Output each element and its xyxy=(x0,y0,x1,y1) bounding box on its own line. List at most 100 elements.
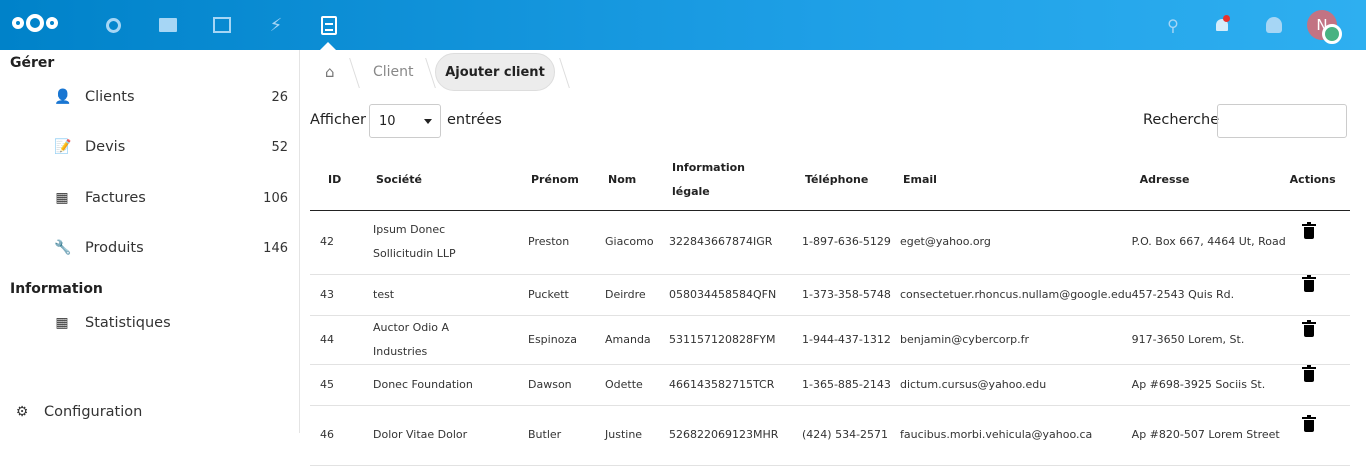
home-icon[interactable]: ⌂ xyxy=(325,63,335,81)
quote-icon: 📝 xyxy=(54,139,72,155)
col-prenom[interactable]: Prénom xyxy=(523,150,600,211)
table-cell: 1-944-437-1312 xyxy=(797,315,895,365)
table-cell: Dolor Vitae Dolor xyxy=(368,405,523,466)
gear-icon: ⚙ xyxy=(15,404,29,420)
main-content: ⌂ Client Ajouter client Afficher 10 entr… xyxy=(301,50,1366,466)
entries-label: entrées xyxy=(447,112,502,128)
table-row[interactable]: 45 Donec Foundation Dawson Odette 4661435827… xyxy=(310,364,1350,406)
table-cell: Butler xyxy=(523,405,600,466)
section-manage: Gérer xyxy=(10,55,55,71)
table-cell: 42 xyxy=(310,210,368,275)
table-cell: Puckett xyxy=(523,274,600,316)
breadcrumb-current[interactable]: Ajouter client xyxy=(435,53,555,91)
actions-cell xyxy=(1289,274,1350,316)
table-cell: Preston xyxy=(523,210,600,275)
activity-icon[interactable]: ⚡ xyxy=(269,14,283,36)
table-row[interactable]: 43 test Puckett Deirdre 058034458584QFN 1-373… xyxy=(310,274,1350,316)
active-app-indicator xyxy=(320,42,336,50)
search-input[interactable] xyxy=(1217,104,1347,138)
files-icon[interactable] xyxy=(156,13,180,37)
table-cell: consectetuer.rhoncus.nullam@google.edu xyxy=(895,274,1132,316)
section-information: Information xyxy=(10,281,103,297)
col-email[interactable]: Email xyxy=(895,150,1132,211)
table-cell: 43 xyxy=(310,274,368,316)
trash-icon[interactable] xyxy=(1301,222,1316,239)
table-cell: 45 xyxy=(310,364,368,406)
table-cell: 1-373-358-5748 xyxy=(797,274,895,316)
grid-icon: ▦ xyxy=(55,315,69,331)
breadcrumb-separator xyxy=(416,58,436,88)
search-label: Recherche xyxy=(1143,112,1220,128)
table-cell: Odette xyxy=(600,364,664,406)
top-bar: ⚡ ⚲ N xyxy=(0,0,1366,50)
col-info-legale[interactable]: Information légale xyxy=(664,150,797,211)
table-cell: (424) 534-2571 xyxy=(797,405,895,466)
contacts-icon[interactable] xyxy=(1262,13,1286,37)
table-cell: 46 xyxy=(310,405,368,466)
table-cell: Deirdre xyxy=(600,274,664,316)
table-cell: 466143582715TCR xyxy=(664,364,797,406)
clients-icon: 👤 xyxy=(54,89,72,105)
show-label: Afficher xyxy=(310,112,366,128)
table-row[interactable]: 46 Dolor Vitae Dolor Butler Justine 52682206… xyxy=(310,405,1350,466)
breadcrumb-client[interactable]: Client xyxy=(373,64,414,80)
table-row[interactable]: 44 Auctor Odio A Industries Espinoza Amanda… xyxy=(310,315,1350,365)
table-cell: 322843667874IGR xyxy=(664,210,797,275)
crm-icon[interactable] xyxy=(317,13,341,37)
trash-icon[interactable] xyxy=(1301,319,1316,337)
table-cell: Giacomo xyxy=(600,210,664,275)
search-icon[interactable]: ⚲ xyxy=(1167,15,1179,35)
chevron-down-icon xyxy=(424,119,432,124)
table-cell: Auctor Odio A Industries xyxy=(368,315,523,365)
table-cell: Ipsum Donec Sollicitudin LLP xyxy=(368,210,523,275)
sidebar-item-devis[interactable]: 📝 Devis 52 xyxy=(54,139,288,155)
status-indicator xyxy=(1322,24,1342,44)
table-cell: benjamin@cybercorp.fr xyxy=(895,315,1132,365)
sidebar-item-clients[interactable]: 👤 Clients 26 xyxy=(54,89,288,105)
table-cell: 457-2543 Quis Rd. xyxy=(1131,274,1290,316)
table-cell: 917-3650 Lorem, St. xyxy=(1131,315,1290,365)
sidebar-item-factures[interactable]: ▦ Factures 106 xyxy=(55,190,288,206)
table-cell: Justine xyxy=(600,405,664,466)
table-cell: 1-897-636-5129 xyxy=(797,210,895,275)
table-cell: Ap #820-507 Lorem Street xyxy=(1131,405,1290,466)
table-cell: faucibus.morbi.vehicula@yahoo.ca xyxy=(895,405,1132,466)
grid-icon: ▦ xyxy=(55,190,69,206)
actions-cell xyxy=(1289,364,1350,406)
col-nom[interactable]: Nom xyxy=(600,150,664,211)
table-cell: 531157120828FYM xyxy=(664,315,797,365)
trash-icon[interactable] xyxy=(1301,364,1316,382)
col-telephone[interactable]: Téléphone xyxy=(797,150,895,211)
table-cell: 058034458584QFN xyxy=(664,274,797,316)
table-header: ID Société Prénom Nom Information légale… xyxy=(310,150,1350,211)
table-cell: eget@yahoo.org xyxy=(895,210,1132,275)
table-cell: 1-365-885-2143 xyxy=(797,364,895,406)
col-id[interactable]: ID xyxy=(310,150,368,211)
table-row[interactable]: 42 Ipsum Donec Sollicitudin LLP Preston Gia… xyxy=(310,210,1350,275)
nextcloud-logo[interactable] xyxy=(12,14,58,32)
col-societe[interactable]: Société xyxy=(368,150,523,211)
trash-icon[interactable] xyxy=(1301,274,1316,292)
entries-select[interactable]: 10 xyxy=(369,104,441,138)
dashboard-icon[interactable] xyxy=(101,13,125,37)
table-cell: P.O. Box 667, 4464 Ut, Road xyxy=(1131,210,1290,275)
trash-icon[interactable] xyxy=(1301,415,1316,432)
breadcrumb-separator xyxy=(340,58,360,88)
actions-cell xyxy=(1289,315,1350,365)
notifications-icon[interactable] xyxy=(1210,13,1234,37)
avatar[interactable]: N xyxy=(1307,10,1342,44)
photos-icon[interactable] xyxy=(210,13,234,37)
table-cell: Donec Foundation xyxy=(368,364,523,406)
table-cell: Ap #698-3925 Sociis St. xyxy=(1131,364,1290,406)
actions-cell xyxy=(1289,210,1350,275)
table-cell: 44 xyxy=(310,315,368,365)
settings-button[interactable]: ⚙ Configuration xyxy=(15,404,143,420)
wrench-icon: 🔧 xyxy=(54,240,72,256)
actions-cell xyxy=(1289,405,1350,466)
col-actions: Actions xyxy=(1289,150,1350,211)
col-adresse[interactable]: Adresse xyxy=(1131,150,1290,211)
table-cell: 526822069123MHR xyxy=(664,405,797,466)
sidebar-item-statistiques[interactable]: ▦ Statistiques xyxy=(55,315,171,331)
table-cell: Amanda xyxy=(600,315,664,365)
sidebar-item-produits[interactable]: 🔧 Produits 146 xyxy=(54,240,288,256)
